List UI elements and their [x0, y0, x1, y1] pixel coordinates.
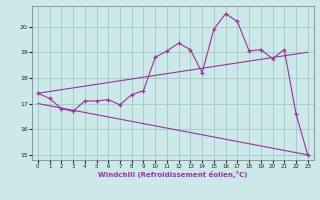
X-axis label: Windchill (Refroidissement éolien,°C): Windchill (Refroidissement éolien,°C): [98, 171, 247, 178]
